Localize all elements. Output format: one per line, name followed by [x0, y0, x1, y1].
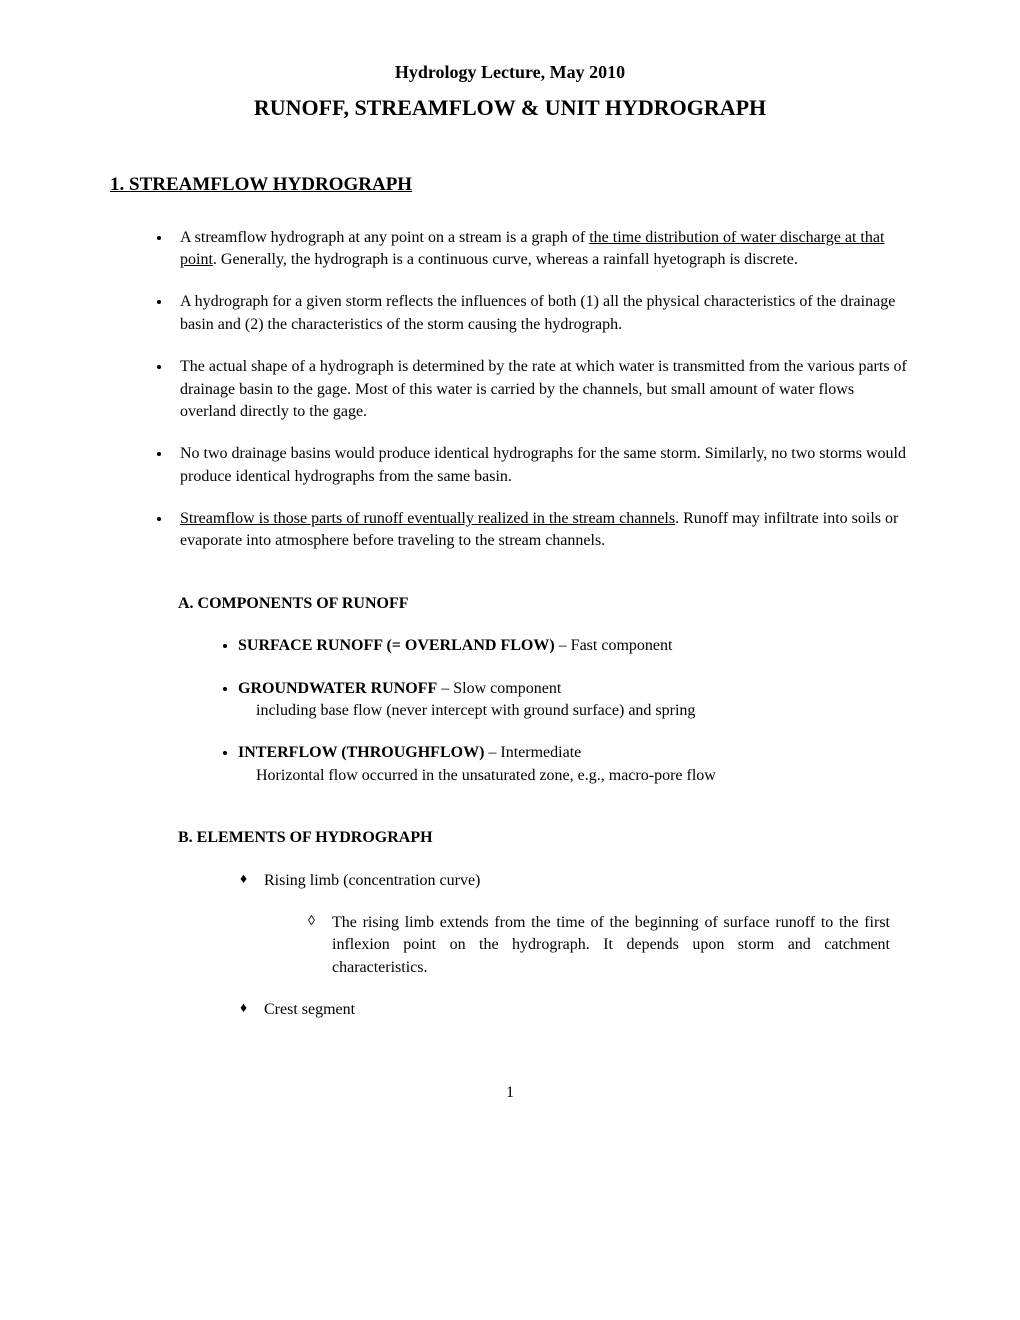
- text: A streamflow hydrograph at any point on …: [180, 229, 589, 246]
- sub-note: Horizontal flow occurred in the unsatura…: [256, 765, 910, 787]
- text: . Generally, the hydrograph is a continu…: [213, 251, 798, 268]
- bullet-item: No two drainage basins would produce ide…: [172, 443, 910, 488]
- text: Crest segment: [264, 1001, 355, 1018]
- bold-term: SURFACE RUNOFF (= OVERLAND FLOW): [238, 637, 555, 654]
- main-title: RUNOFF, STREAMFLOW & UNIT HYDROGRAPH: [110, 93, 910, 124]
- bullet-item: A hydrograph for a given storm reflects …: [172, 291, 910, 336]
- list-item: Crest segment: [240, 999, 910, 1021]
- list-item: GROUNDWATER RUNOFF – Slow component incl…: [238, 678, 910, 723]
- sub-sub-list: The rising limb extends from the time of…: [264, 912, 910, 979]
- subsection-heading-a: A. COMPONENTS OF RUNOFF: [178, 593, 910, 615]
- list-item: Rising limb (concentration curve) The ri…: [240, 870, 910, 980]
- list-item: The rising limb extends from the time of…: [308, 912, 910, 979]
- bullet-item: Streamflow is those parts of runoff even…: [172, 508, 910, 553]
- text: – Intermediate: [484, 744, 581, 761]
- sub-note: including base flow (never intercept wit…: [256, 700, 910, 722]
- list-item: SURFACE RUNOFF (= OVERLAND FLOW) – Fast …: [238, 635, 910, 657]
- underlined-text: Streamflow is those parts of runoff even…: [180, 510, 675, 527]
- section1-list: A streamflow hydrograph at any point on …: [110, 227, 910, 553]
- page-number: 1: [110, 1082, 910, 1104]
- text: Rising limb (concentration curve): [264, 872, 480, 889]
- subsection-a-list: SURFACE RUNOFF (= OVERLAND FLOW) – Fast …: [110, 635, 910, 787]
- subsection-heading-b: B. ELEMENTS OF HYDROGRAPH: [178, 827, 910, 849]
- subsection-b-list: Rising limb (concentration curve) The ri…: [110, 870, 910, 1022]
- text: – Slow component: [437, 680, 561, 697]
- list-item: INTERFLOW (THROUGHFLOW) – Intermediate H…: [238, 742, 910, 787]
- bold-term: INTERFLOW (THROUGHFLOW): [238, 744, 484, 761]
- bullet-item: The actual shape of a hydrograph is dete…: [172, 356, 910, 423]
- section-heading: 1. STREAMFLOW HYDROGRAPH: [110, 172, 910, 199]
- text: – Fast component: [555, 637, 673, 654]
- lecture-line: Hydrology Lecture, May 2010: [110, 60, 910, 85]
- bullet-item: A streamflow hydrograph at any point on …: [172, 227, 910, 272]
- bold-term: GROUNDWATER RUNOFF: [238, 680, 437, 697]
